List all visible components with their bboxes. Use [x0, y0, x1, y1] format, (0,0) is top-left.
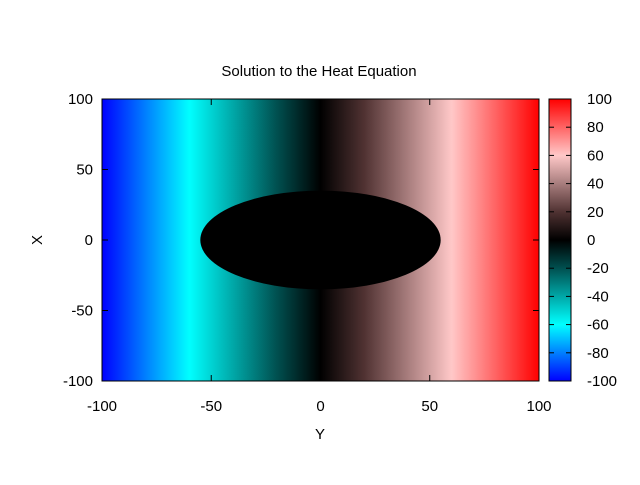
- colorbar-tick-label: 20: [587, 204, 604, 221]
- x-tick-label: -100: [87, 398, 117, 415]
- colorbar-tick-label: -40: [587, 288, 609, 305]
- y-tick-label: -50: [71, 303, 93, 320]
- x-axis-label: Y: [315, 426, 325, 443]
- y-axis-label: X: [29, 235, 46, 245]
- x-tick-label: 100: [526, 398, 551, 415]
- y-tick-label: 50: [76, 162, 93, 179]
- x-tick-label: 0: [316, 398, 324, 415]
- colorbar-ticks: -100 -80 -60 -40 -20 0 20 40 60 80 100: [549, 91, 617, 390]
- colorbar-tick-label: 100: [587, 91, 612, 108]
- colorbar-tick-label: -80: [587, 345, 609, 362]
- colorbar-tick-label: -20: [587, 260, 609, 277]
- heatmap-area: [102, 99, 539, 381]
- zero-region: [200, 190, 441, 290]
- colorbar-tick-label: 40: [587, 176, 604, 193]
- colorbar-tick-label: -100: [587, 373, 617, 390]
- x-axis-ticks: -100 -50 0 50 100: [87, 99, 552, 415]
- chart-title: Solution to the Heat Equation: [221, 63, 416, 80]
- x-tick-label: -50: [200, 398, 222, 415]
- colorbar-tick-label: 60: [587, 147, 604, 164]
- y-tick-label: -100: [63, 373, 93, 390]
- y-axis-ticks: -100 -50 0 50 100: [63, 91, 539, 390]
- y-tick-label: 100: [68, 91, 93, 108]
- colorbar-tick-label: -60: [587, 317, 609, 334]
- colorbar-tick-label: 80: [587, 119, 604, 136]
- y-tick-label: 0: [85, 232, 93, 249]
- x-tick-label: 50: [421, 398, 438, 415]
- colorbar-tick-label: 0: [587, 232, 595, 249]
